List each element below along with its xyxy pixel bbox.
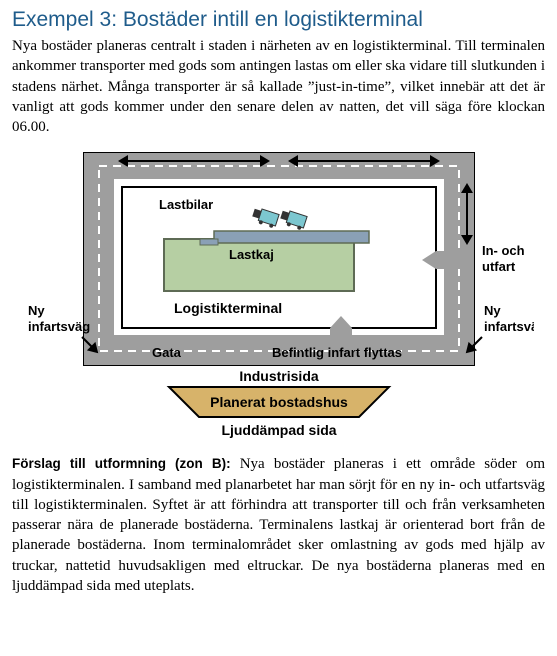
- intro-paragraph: Nya bostäder planeras centralt i staden …: [12, 36, 545, 137]
- label-industrisida: Industrisida: [239, 368, 319, 384]
- label-lastkaj: Lastkaj: [229, 247, 274, 262]
- page-title: Exempel 3: Bostäder intill en logistikte…: [12, 8, 545, 32]
- label-befintlig: Befintlig infart flyttas: [272, 345, 402, 360]
- label-inutfart-2: utfart: [482, 259, 516, 274]
- label-nyinfart-r2: infartsväg: [484, 319, 534, 334]
- label-nyinfart-l2: infartsväg: [28, 319, 90, 334]
- label-gata: Gata: [152, 345, 182, 360]
- figure-container: Lastbilar Lastkaj Logistikterminal Gata …: [12, 149, 545, 439]
- label-ljuddampad: Ljuddämpad sida: [221, 422, 336, 438]
- diagram: Lastbilar Lastkaj Logistikterminal Gata …: [24, 149, 534, 439]
- forslag-lead: Förslag till utformning (zon B):: [12, 456, 231, 471]
- label-lastbilar: Lastbilar: [159, 197, 213, 212]
- forslag-paragraph: Förslag till utformning (zon B): Nya bos…: [12, 454, 545, 596]
- label-nyinfart-l1: Ny: [28, 303, 45, 318]
- label-inutfart-1: In- och: [482, 243, 525, 258]
- label-logistikterminal: Logistikterminal: [174, 300, 282, 316]
- forslag-body: Nya bostäder planeras i ett område söder…: [12, 456, 545, 594]
- label-nyinfart-r1: Ny: [484, 303, 501, 318]
- label-planerat: Planerat bostadshus: [210, 394, 348, 410]
